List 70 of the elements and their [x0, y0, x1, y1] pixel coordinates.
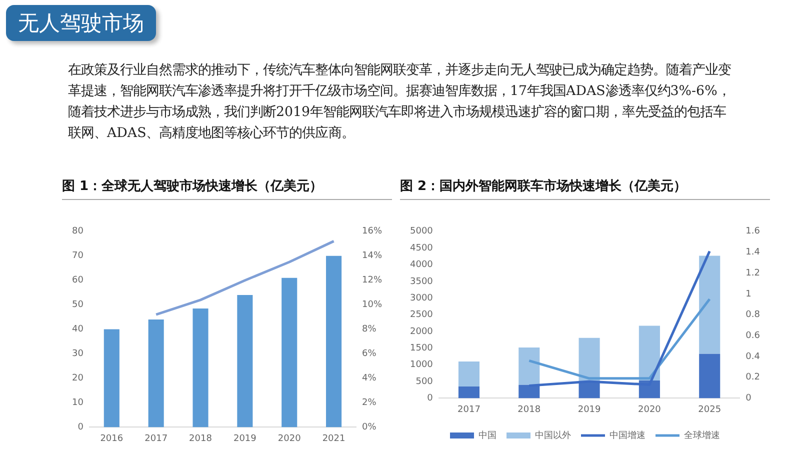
y2-tick-label: 1.6	[746, 226, 760, 237]
y2-tick-label: 10%	[362, 300, 382, 310]
x-tick-label: 2018	[518, 404, 541, 415]
y2-tick-label: 0.4	[746, 352, 760, 362]
y2-tick-label: 4%	[362, 374, 377, 384]
x-tick-label: 2018	[189, 434, 212, 444]
y2-tick-label: 12%	[362, 276, 382, 286]
y2-tick-label: 16%	[362, 226, 382, 237]
bar	[458, 362, 480, 387]
y-tick-label: 3500	[410, 276, 434, 287]
y2-tick-label: 1.2	[746, 268, 760, 278]
bar	[518, 347, 540, 385]
bar	[699, 354, 720, 398]
y-tick-label: 40	[72, 324, 84, 335]
x-tick-label: 2020	[278, 434, 302, 444]
y-tick-label: 4500	[410, 243, 434, 254]
legend-label: 全球增速	[684, 430, 720, 441]
y-tick-label: 0	[78, 422, 84, 433]
y-tick-label: 70	[72, 251, 84, 262]
chart-title: 图 2：国内外智能网联车市场快速增长（亿美元）	[400, 175, 770, 200]
chart-title: 图 1：全球无人驾驶市场快速增长（亿美元）	[62, 175, 392, 200]
y-tick-label: 500	[416, 376, 434, 387]
y-tick-label: 1000	[410, 360, 434, 370]
y2-tick-label: 0%	[362, 422, 377, 433]
y-tick-label: 10	[72, 398, 84, 408]
y-tick-label: 0	[427, 394, 434, 404]
x-tick-label: 2016	[100, 434, 124, 444]
x-tick-label: 2019	[233, 434, 257, 444]
x-tick-label: 2017	[144, 434, 168, 444]
x-tick-label: 2019	[578, 404, 602, 415]
y2-tick-label: 2%	[362, 398, 377, 408]
bar	[638, 326, 660, 381]
x-tick-label: 2025	[698, 404, 722, 415]
text: 在政策及行业自然需求的推动下，传统汽车整体向智能网联变革，并逐步走向无人驾驶已成为确定趋势。随着产业变革提速，智能网联汽车渗透率提升将打开千亿级市场空间。据赛迪智库数据，17年我国ADAS渗透率仅约3%-6%，随着技术进步与市场成熟，我们判断2019年智能网联汽车即将进入市场规模迅速扩容的窗口期，率先受益的包括车联网、ADAS、高精度地图等核心环节的供应商。	[68, 62, 732, 143]
y-tick-label: 2500	[410, 310, 434, 320]
bar	[192, 308, 208, 428]
legend-label: 中国以外	[535, 430, 571, 441]
text: 无人驾驶市场	[6, 5, 156, 41]
y-tick-label: 2000	[410, 326, 434, 337]
y2-tick-label: 14%	[362, 251, 382, 262]
bar	[282, 278, 298, 428]
bar	[578, 338, 600, 381]
y-tick-label: 30	[72, 349, 84, 360]
bar	[104, 329, 120, 428]
y2-tick-label: 0.8	[746, 310, 760, 320]
bar	[458, 386, 480, 398]
y-tick-label: 20	[72, 374, 84, 384]
y2-tick-label: 1.4	[746, 248, 760, 258]
x-tick-label: 2021	[322, 434, 346, 444]
bar	[699, 256, 720, 354]
y-tick-label: 50	[72, 300, 84, 310]
y2-tick-label: 6%	[362, 349, 377, 360]
x-tick-label: 2020	[638, 404, 662, 415]
x-tick-label: 2017	[458, 404, 480, 415]
y-tick-label: 3000	[410, 293, 434, 304]
y2-tick-label: 0.2	[746, 372, 760, 383]
bar	[326, 256, 342, 428]
y2-tick-label: 0	[746, 394, 752, 404]
y-tick-label: 4000	[410, 260, 434, 270]
y-tick-label: 1500	[410, 344, 434, 354]
y-tick-label: 60	[72, 276, 84, 286]
y2-tick-label: 8%	[362, 324, 377, 335]
bar	[237, 295, 253, 428]
y2-tick-label: 0.6	[746, 330, 760, 341]
y-tick-label: 5000	[410, 226, 434, 237]
y2-tick-label: 1	[746, 289, 752, 300]
legend-label: 中国增速	[610, 430, 646, 441]
legend-label: 中国	[478, 430, 496, 441]
y-tick-label: 80	[72, 226, 84, 237]
bar	[148, 320, 164, 428]
